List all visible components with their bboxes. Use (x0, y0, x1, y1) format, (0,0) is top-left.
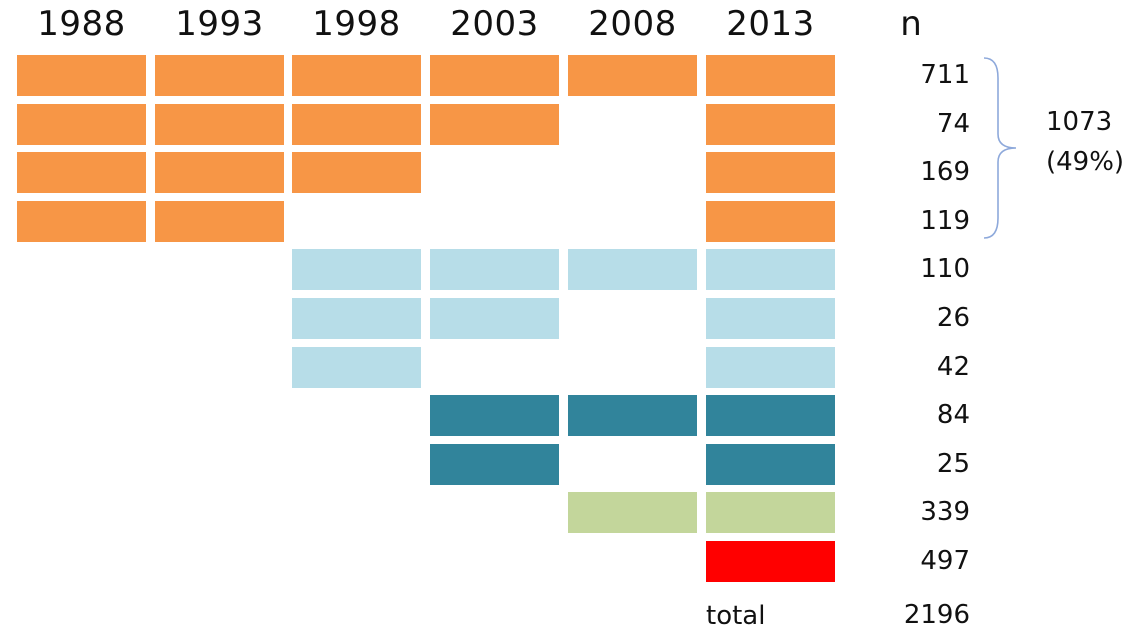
total-value: 2196 (903, 600, 970, 630)
cell-row5-2003 (430, 249, 559, 290)
n-value-row9: 25 (936, 449, 970, 479)
year-header-1998: 1998 (312, 4, 401, 44)
n-value-row2: 74 (936, 109, 970, 139)
cell-row10-2013 (706, 492, 835, 533)
cell-row7-2013 (706, 347, 835, 388)
cell-row2-1993 (155, 104, 284, 145)
cell-row3-1998 (292, 152, 421, 193)
cell-row6-1998 (292, 298, 421, 339)
n-value-row10: 339 (920, 497, 970, 527)
cell-row5-2013 (706, 249, 835, 290)
cell-row2-2013 (706, 104, 835, 145)
cell-row1-1988 (17, 55, 146, 96)
cell-row9-2003 (430, 444, 559, 485)
cell-row1-1998 (292, 55, 421, 96)
n-value-row5: 110 (920, 254, 970, 284)
cell-row4-1988 (17, 201, 146, 242)
year-header-2003: 2003 (450, 4, 539, 44)
n-value-row1: 711 (920, 60, 970, 90)
cell-row1-1993 (155, 55, 284, 96)
n-value-row7: 42 (936, 352, 970, 382)
subtotal-value: 1073 (1046, 107, 1113, 137)
cell-row1-2008 (568, 55, 697, 96)
n-value-row8: 84 (936, 400, 970, 430)
cell-row5-2008 (568, 249, 697, 290)
cell-row2-1998 (292, 104, 421, 145)
total-label: total (706, 601, 766, 631)
cell-row8-2008 (568, 395, 697, 436)
cell-row4-2013 (706, 201, 835, 242)
brace-icon (983, 57, 1017, 239)
cell-row2-2003 (430, 104, 559, 145)
n-value-row4: 119 (920, 206, 970, 236)
cell-row10-2008 (568, 492, 697, 533)
cell-row9-2013 (706, 444, 835, 485)
cell-row1-2013 (706, 55, 835, 96)
n-column-header: n (900, 4, 922, 44)
cell-row1-2003 (430, 55, 559, 96)
year-header-1988: 1988 (37, 4, 126, 44)
cell-row6-2013 (706, 298, 835, 339)
n-value-row11: 497 (920, 546, 970, 576)
cell-row2-1988 (17, 104, 146, 145)
cell-row7-1998 (292, 347, 421, 388)
cell-row5-1998 (292, 249, 421, 290)
cell-row3-2013 (706, 152, 835, 193)
year-header-1993: 1993 (175, 4, 264, 44)
cell-row8-2013 (706, 395, 835, 436)
year-header-2013: 2013 (726, 4, 815, 44)
cell-row3-1988 (17, 152, 146, 193)
cell-row3-1993 (155, 152, 284, 193)
cell-row6-2003 (430, 298, 559, 339)
cell-row11-2013 (706, 541, 835, 582)
cell-row8-2003 (430, 395, 559, 436)
year-header-2008: 2008 (588, 4, 677, 44)
subtotal-percent: (49%) (1046, 147, 1125, 177)
cell-row4-1993 (155, 201, 284, 242)
n-value-row3: 169 (920, 157, 970, 187)
n-value-row6: 26 (936, 303, 970, 333)
